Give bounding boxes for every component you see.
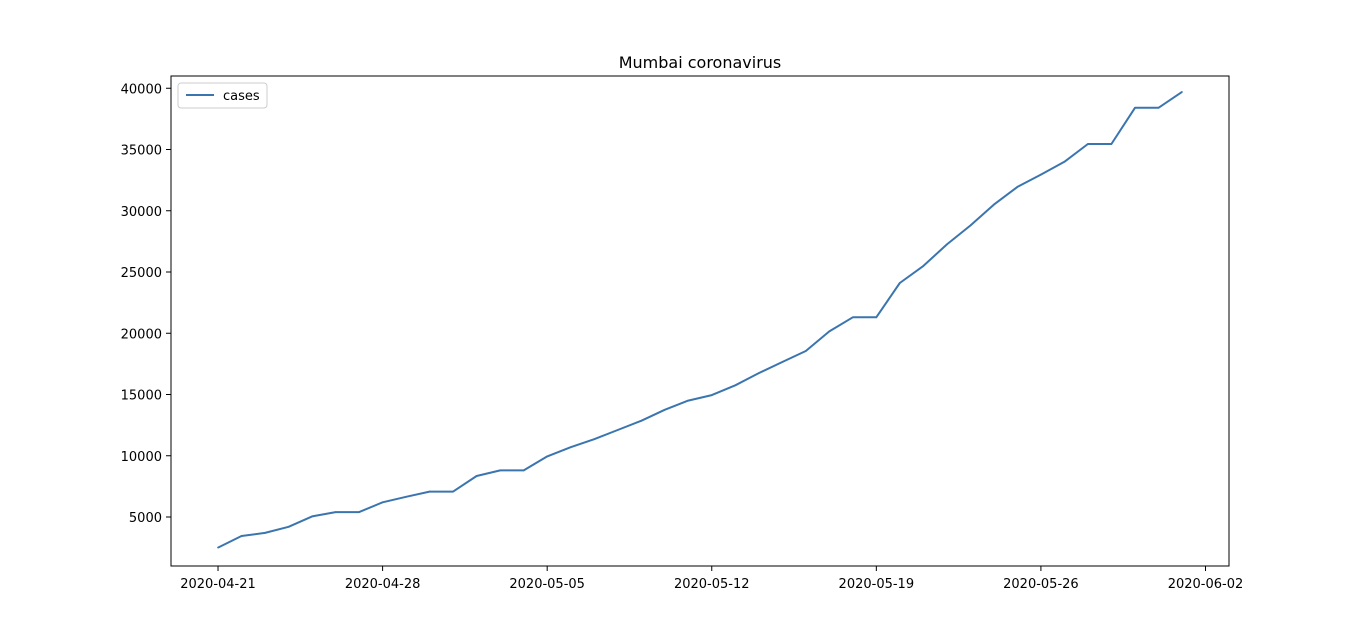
y-tick-label: 20000 [121,327,162,342]
data-point [1063,161,1066,163]
data-point [569,446,572,449]
y-tick-label: 35000 [121,144,162,159]
data-point [993,203,995,206]
data-point [217,546,219,549]
data-point [287,526,290,528]
data-point [428,490,431,493]
data-point [240,535,243,537]
data-point [781,361,784,363]
plot-area [170,75,1230,567]
data-point [734,384,737,387]
legend: cases [177,82,268,109]
data-point [358,511,360,513]
legend-box [177,82,268,109]
data-point [663,409,666,411]
y-tick-label: 25000 [121,266,162,281]
data-point [711,394,713,396]
data-points [217,91,1183,549]
data-point [828,330,831,333]
data-point [405,496,407,498]
data-point [922,265,925,267]
data-point [475,475,478,477]
x-tick-label: 2020-05-05 [509,577,585,592]
data-point [1157,107,1160,109]
x-tick-label: 2020-05-12 [674,577,750,592]
data-point [1016,186,1019,188]
data-point [687,399,689,402]
data-point [899,282,901,284]
data-point [264,532,266,534]
legend-label: cases [223,89,260,104]
x-tick-label: 2020-05-26 [1003,577,1079,592]
data-point [1087,143,1089,145]
data-point [640,420,642,422]
data-point [852,316,854,319]
data-point [758,372,760,374]
data-point [1134,107,1136,109]
y-tick-label: 10000 [121,450,162,465]
data-point [311,515,313,518]
y-tick-label: 30000 [121,205,162,220]
data-point [381,501,384,504]
data-point [1181,91,1183,93]
x-tick-label: 2020-05-19 [839,577,915,592]
data-point [522,469,525,472]
y-tick-label: 5000 [129,511,162,526]
y-axis: 5000 10000 15000 20000 25000 30000 35000 40000 [121,82,171,526]
data-point [452,490,454,493]
chart-title: Mumbai coronavirus [619,53,782,72]
data-point [546,455,548,458]
data-point [334,511,337,513]
data-point [969,224,972,227]
data-point [805,350,807,352]
data-point [946,243,948,246]
x-axis: 2020-04-21 2020-04-28 2020-05-05 2020-05-12… [180,566,1243,592]
data-point [1110,143,1113,145]
x-tick-label: 2020-04-21 [180,577,256,592]
data-point [1040,173,1042,176]
y-tick-label: 15000 [121,389,162,404]
x-tick-label: 2020-04-28 [345,577,421,592]
data-point [499,469,502,472]
data-point [616,429,619,431]
y-tick-label: 40000 [121,82,162,97]
data-point [875,316,878,319]
data-point [593,438,595,441]
series-line-cases [217,91,1183,549]
x-tick-label: 2020-06-02 [1168,577,1244,592]
